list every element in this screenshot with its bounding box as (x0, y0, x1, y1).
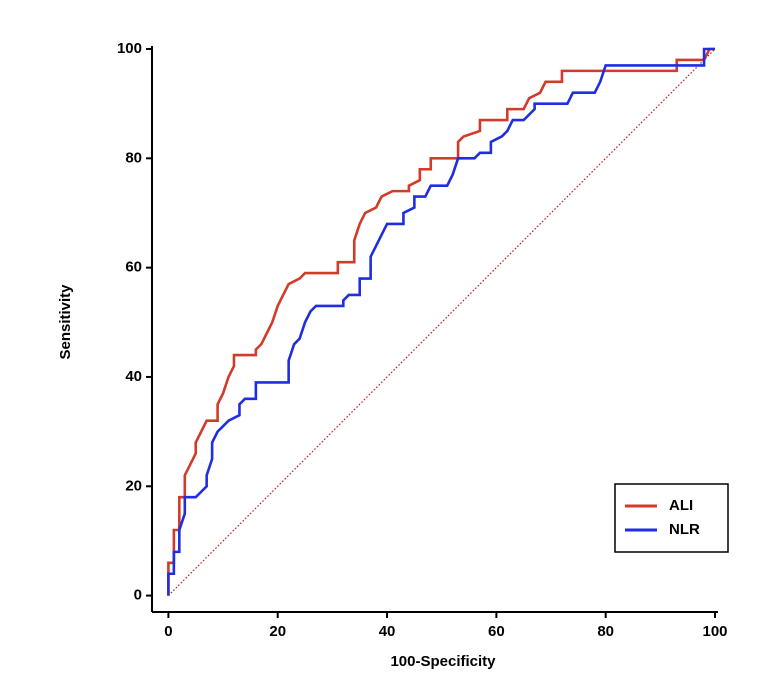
x-tick-label: 80 (597, 623, 614, 640)
y-tick-label: 20 (125, 477, 142, 494)
y-tick-label: 60 (125, 259, 142, 276)
x-tick-label: 20 (269, 623, 286, 640)
series-line (167, 47, 715, 596)
y-axis-label: Sensitivity (57, 284, 74, 360)
legend-label: ALI (669, 497, 693, 514)
x-axis-label: 100-Specificity (390, 653, 496, 670)
y-tick-label: 80 (125, 149, 142, 166)
series-line (167, 47, 715, 596)
reference-line (167, 48, 716, 597)
legend-box (614, 483, 729, 553)
legend-label: NLR (669, 521, 700, 538)
x-tick-label: 60 (488, 623, 505, 640)
y-tick-label: 0 (134, 587, 142, 604)
x-tick-label: 100 (702, 623, 727, 640)
y-tick-label: 100 (117, 40, 142, 57)
x-tick-label: 40 (379, 623, 396, 640)
y-tick-label: 40 (125, 368, 142, 385)
x-tick-label: 0 (164, 623, 172, 640)
